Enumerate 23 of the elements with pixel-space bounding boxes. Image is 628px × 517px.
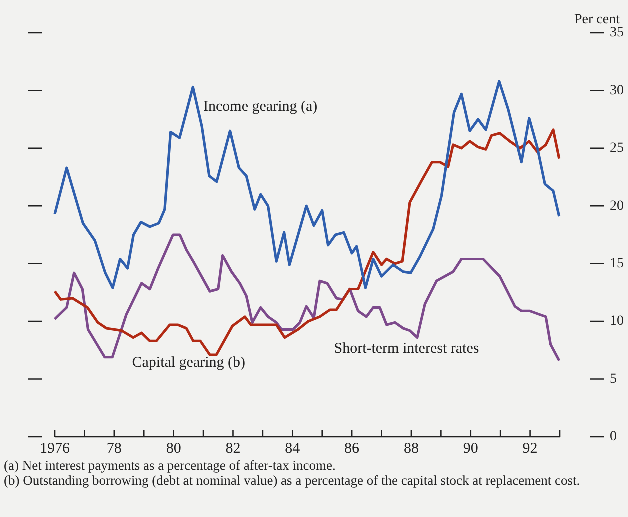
series-label: Income gearing (a) [204, 98, 318, 115]
x-tick-label: 84 [285, 440, 301, 457]
x-tick-label: 90 [463, 440, 478, 457]
text: (a) Net interest payments as a percentage of after-tax income. [4, 458, 337, 473]
y-tick-label: 25 [610, 141, 624, 156]
y-tick-label: 15 [610, 256, 624, 272]
x-tick-label: 86 [344, 440, 360, 457]
y-tick-label: 0 [610, 430, 617, 445]
y-tick-label: 5 [610, 372, 617, 387]
x-tick-label: 80 [166, 440, 182, 457]
y-tick-label: 30 [610, 83, 624, 98]
y-tick-label: 20 [610, 198, 624, 214]
y-axis-title: Per cent [574, 12, 620, 28]
x-tick-label: 88 [404, 440, 419, 457]
y-tick-label: 35 [610, 26, 624, 41]
x-tick-label: 92 [522, 440, 538, 457]
series-label: Capital gearing (b) [132, 355, 246, 372]
x-tick-label: 78 [106, 440, 122, 457]
x-tick-label: 82 [226, 440, 241, 457]
x-tick-label: 1976 [40, 440, 70, 457]
y-tick-label: 10 [610, 314, 624, 330]
series-label: Short-term interest rates [334, 341, 480, 358]
text: (b) Outstanding borrowing (debt at nominal value) as a percentage of the capital stock at replacement cost. [4, 473, 582, 488]
